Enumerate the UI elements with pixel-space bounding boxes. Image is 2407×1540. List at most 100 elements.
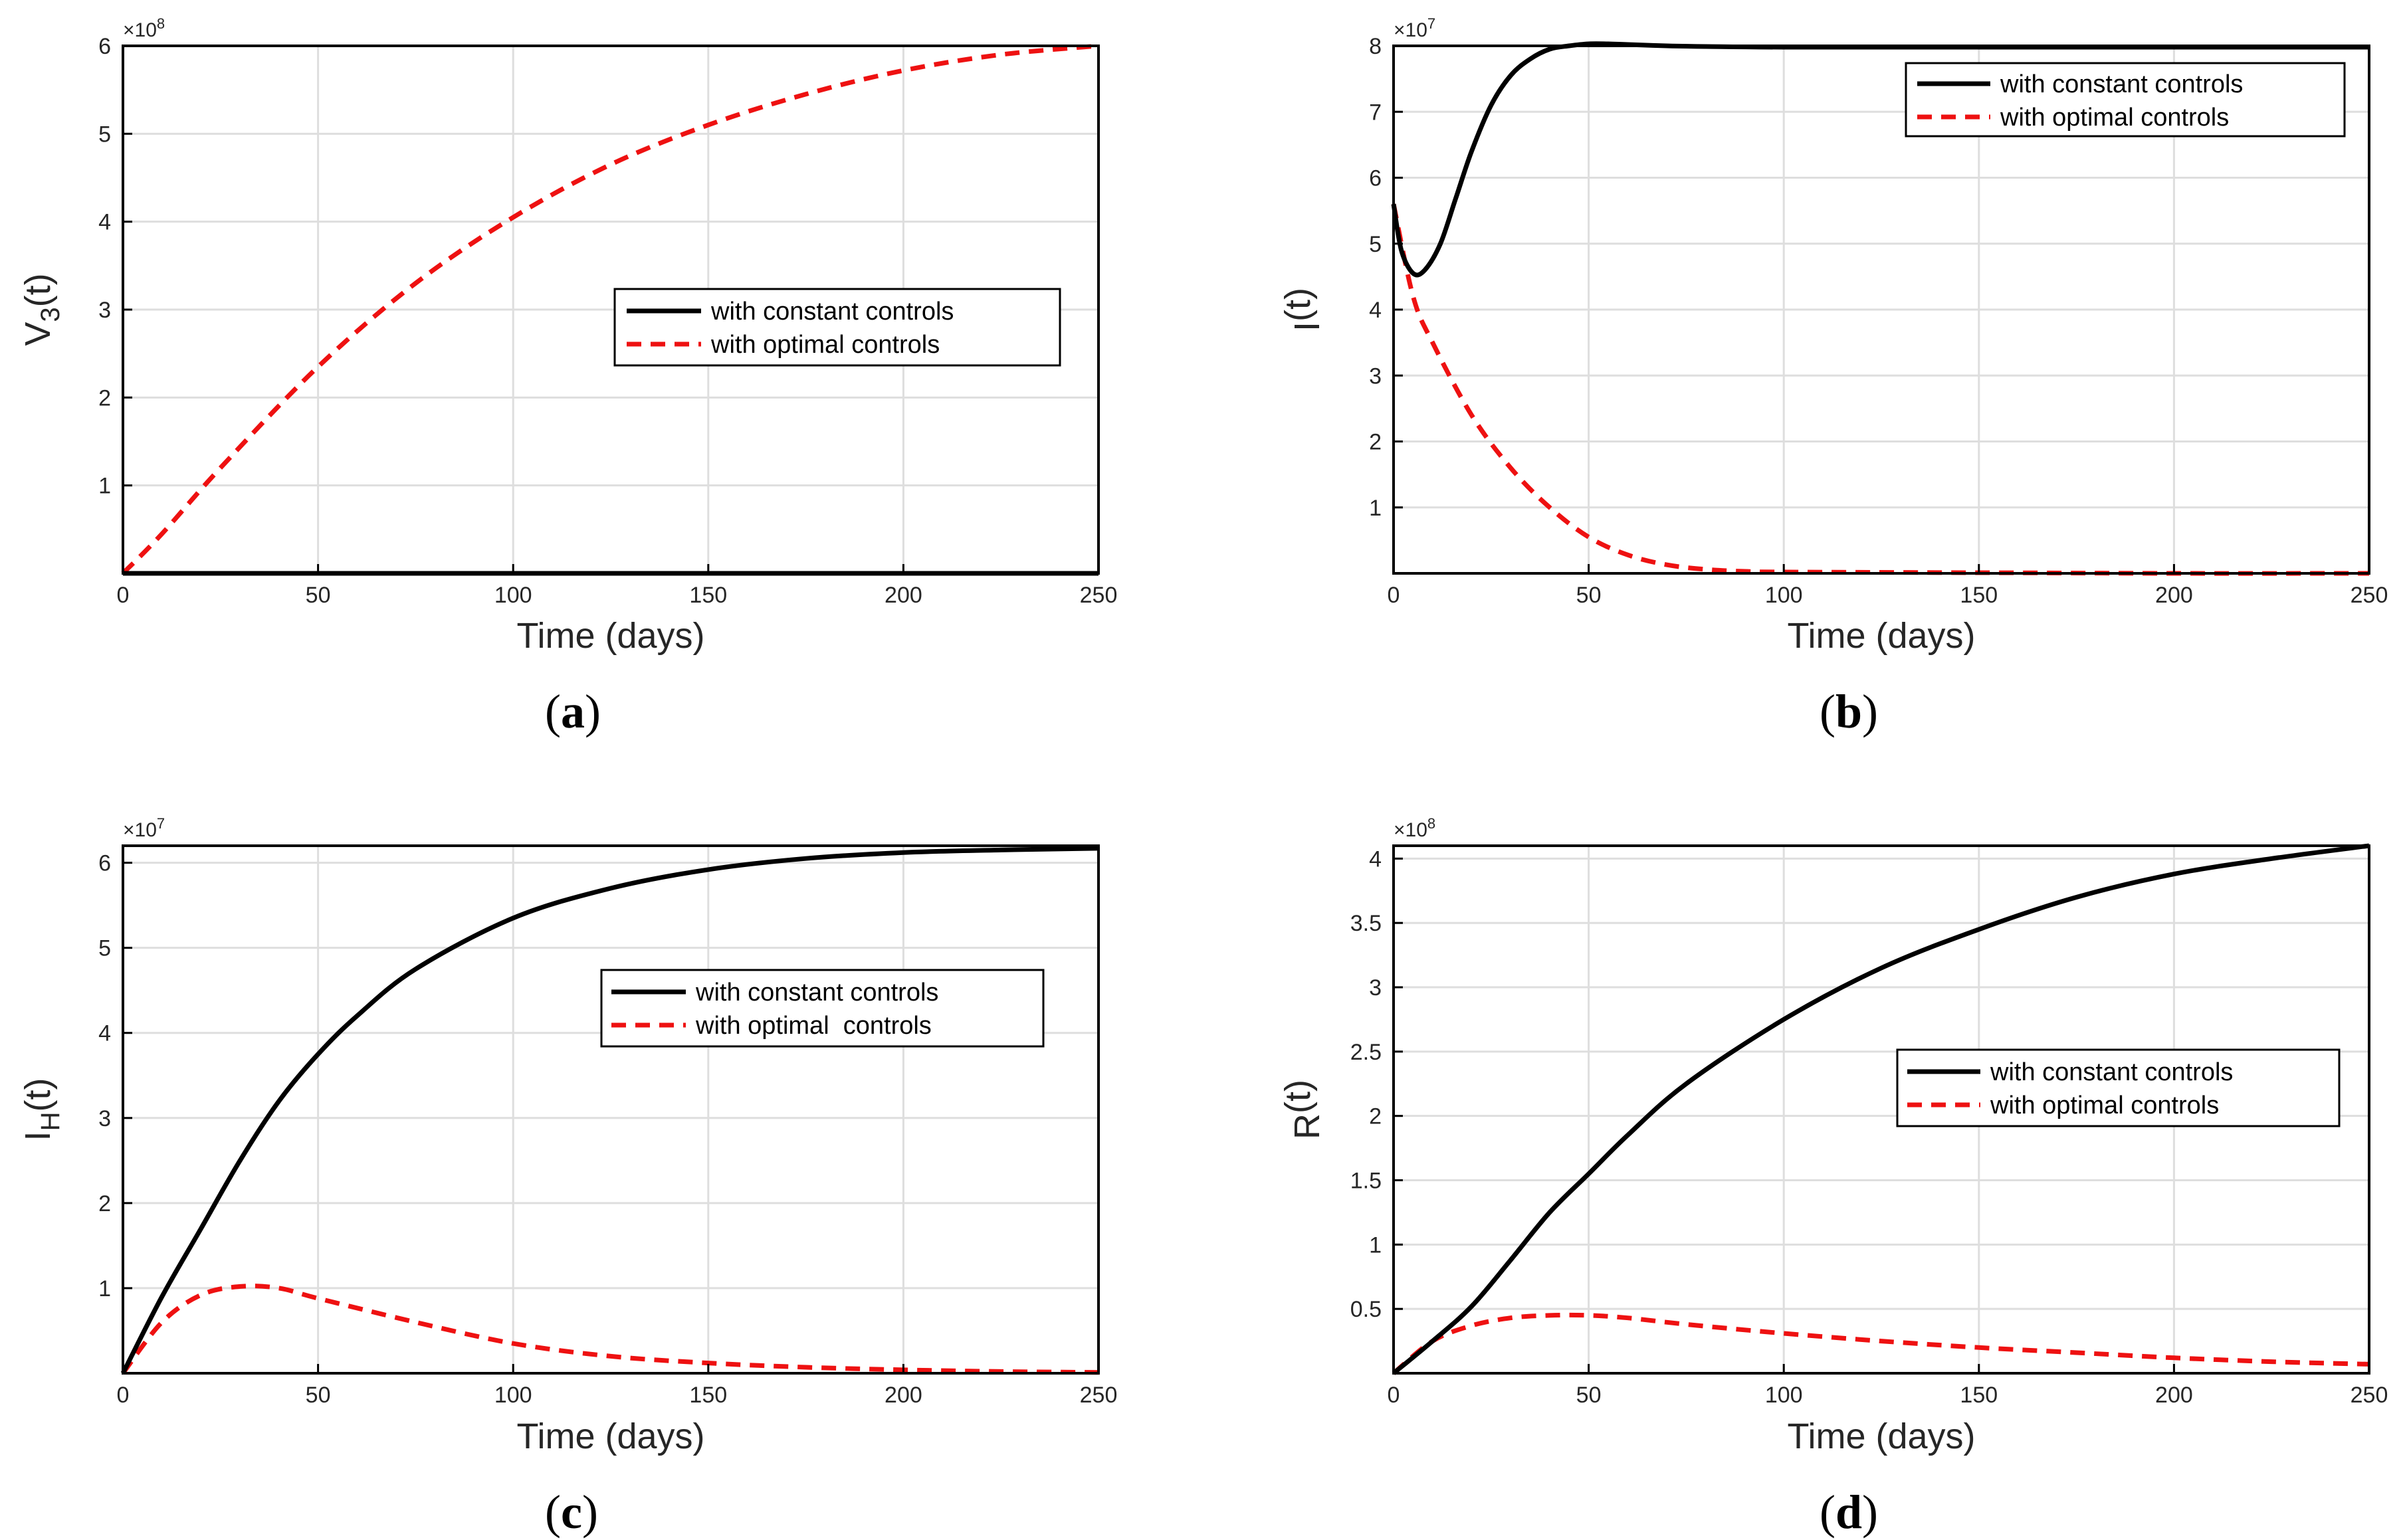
panel-b-legend: with constant controls with optimal cont… xyxy=(1905,62,2346,138)
panel-d-ylabel: R(t) xyxy=(1278,1080,1327,1139)
panel-d-grid xyxy=(1394,846,2369,1373)
panel-a-ylabel: V3(t) xyxy=(18,273,65,345)
panel-a-xtick-label: 150 xyxy=(689,583,727,608)
panel-c-caption: (c) xyxy=(545,1486,598,1539)
panel-c-ytick-label: 2 xyxy=(98,1191,111,1216)
panel-d-xtick-label: 50 xyxy=(1576,1383,1602,1408)
panel-d-xlabel: Time (days) xyxy=(1787,1416,1975,1456)
panel-a-xtick-label: 200 xyxy=(885,583,922,608)
panel-d-legend: with constant controls with optimal cont… xyxy=(1896,1048,2341,1127)
panel-c-ytick-label: 4 xyxy=(98,1021,111,1046)
panel-d-legend-optimal: with optimal controls xyxy=(1990,1092,2219,1119)
panel-a-legend: with constant controls with optimal cont… xyxy=(613,288,1061,367)
panel-c-axes-frame xyxy=(122,844,1100,1375)
panel-a-xtick-label: 0 xyxy=(117,583,130,608)
panel-c-ytick-label: 5 xyxy=(98,936,111,961)
panel-d: 0.5 1 1.5 2 2.5 3 3.5 4 0 50 100 150 200 250 ×108 Ti… xyxy=(1278,815,2388,1539)
panel-a-xtick-label: 100 xyxy=(494,583,532,608)
panel-b-ytick-label: 8 xyxy=(1369,34,1382,59)
panel-c-legend-constant: with constant controls xyxy=(695,979,938,1007)
panel-b-ytick-label: 5 xyxy=(1369,232,1382,257)
panel-d-xtick-label: 150 xyxy=(1960,1383,1998,1408)
panel-d-legend-constant: with constant controls xyxy=(1990,1058,2233,1086)
panel-b-xtick-label: 100 xyxy=(1765,583,1803,608)
panel-d-series xyxy=(1392,843,2370,1375)
panel-d-xtick-label: 250 xyxy=(2351,1383,2388,1408)
panel-b-xticks: 0 50 100 150 200 250 xyxy=(1388,564,2388,608)
panel-a-series-optimal xyxy=(121,43,1099,575)
panel-b-ytick-label: 7 xyxy=(1369,100,1382,125)
panel-d-legend-box xyxy=(1896,1048,2341,1127)
panel-c-xticks: 0 50 100 150 200 250 xyxy=(117,1364,1118,1408)
panel-d-axes-frame xyxy=(1392,844,2370,1375)
panel-c-legend-box xyxy=(600,969,1045,1048)
panel-d-ytick-label: 3.5 xyxy=(1350,911,1382,936)
panel-b-xtick-label: 250 xyxy=(2351,583,2388,608)
panel-c-xtick-label: 0 xyxy=(117,1383,130,1408)
panel-a-legend-constant: with constant controls xyxy=(710,298,954,326)
panel-d-series-optimal xyxy=(1392,1312,2370,1375)
panel-c-xlabel: Time (days) xyxy=(516,1416,704,1456)
panel-b-caption: (b) xyxy=(1820,685,1878,738)
panel-a-legend-box xyxy=(613,288,1061,367)
panel-a-ytick-label: 5 xyxy=(98,122,111,147)
panel-c-xtick-label: 250 xyxy=(1080,1383,1118,1408)
panel-a-xtick-label: 250 xyxy=(1080,583,1118,608)
panel-b-ylabel: I(t) xyxy=(1278,288,1327,332)
panel-c-series-constant xyxy=(120,846,1099,1375)
panel-b-series-optimal xyxy=(1391,203,2370,576)
panel-a-legend-optimal: with optimal controls xyxy=(710,331,940,359)
panel-d-ytick-label: 2 xyxy=(1369,1104,1382,1129)
panel-a-ytick-label: 6 xyxy=(98,34,111,59)
panel-b-legend-constant: with constant controls xyxy=(2000,70,2243,98)
panel-c-ylabel: IH(t) xyxy=(18,1078,65,1141)
panel-b-grid xyxy=(1394,46,2369,573)
panel-d-xticks: 0 50 100 150 200 250 xyxy=(1388,1364,2388,1408)
panel-c-ytick-label: 1 xyxy=(98,1276,111,1301)
panel-b: 1 2 3 4 5 6 7 8 0 50 100 150 200 250 ×107 Time (days… xyxy=(1278,15,2388,738)
panel-b-ytick-label: 4 xyxy=(1369,298,1382,323)
panel-b-xlabel: Time (days) xyxy=(1787,616,1975,656)
panel-a-ytick-label: 4 xyxy=(98,210,111,235)
panel-d-ytick-label: 4 xyxy=(1369,846,1382,872)
panel-c-xtick-label: 50 xyxy=(306,1383,331,1408)
panel-c-xtick-label: 100 xyxy=(494,1383,532,1408)
panel-b-xtick-label: 50 xyxy=(1576,583,1602,608)
panel-a-yticks: 1 2 3 4 5 6 xyxy=(98,34,132,499)
panel-d-xtick-label: 0 xyxy=(1388,1383,1400,1408)
panel-d-caption: (d) xyxy=(1820,1486,1878,1539)
panel-b-multiplier: ×107 xyxy=(1394,15,1435,41)
panel-a-ytick-label: 1 xyxy=(98,474,111,499)
panel-a-xticks: 0 50 100 150 200 250 xyxy=(117,564,1118,608)
panel-c-multiplier: ×107 xyxy=(123,815,165,841)
panel-c-xtick-label: 200 xyxy=(885,1383,922,1408)
panel-d-series-constant xyxy=(1392,843,2370,1375)
panel-d-xtick-label: 200 xyxy=(2155,1383,2193,1408)
panel-c-ytick-label: 3 xyxy=(98,1106,111,1131)
panel-d-multiplier: ×108 xyxy=(1394,815,1435,841)
panel-c-grid xyxy=(123,846,1099,1373)
panel-a-xtick-label: 50 xyxy=(306,583,331,608)
panel-b-xtick-label: 150 xyxy=(1960,583,1998,608)
panel-b-xtick-label: 200 xyxy=(2155,583,2193,608)
panel-c-legend-optimal: with optimal controls xyxy=(695,1012,932,1040)
panel-d-ytick-label: 1.5 xyxy=(1350,1169,1382,1194)
panel-b-ytick-label: 2 xyxy=(1369,430,1382,455)
panel-d-xtick-label: 100 xyxy=(1765,1383,1803,1408)
panel-d-ytick-label: 1 xyxy=(1369,1232,1382,1258)
panel-a-ytick-label: 2 xyxy=(98,385,111,411)
panel-c-legend: with constant controls with optimal cont… xyxy=(600,969,1045,1048)
panel-d-ytick-label: 2.5 xyxy=(1350,1040,1382,1065)
panel-b-ytick-label: 6 xyxy=(1369,166,1382,191)
panel-b-legend-optimal: with optimal controls xyxy=(2000,104,2229,132)
panel-c-ytick-label: 6 xyxy=(98,851,111,876)
panel-a-multiplier: ×108 xyxy=(123,15,165,41)
panel-c-series xyxy=(120,846,1099,1375)
panel-a-ytick-label: 3 xyxy=(98,298,111,323)
panel-b-ytick-label: 1 xyxy=(1369,496,1382,521)
panel-b-ytick-label: 3 xyxy=(1369,363,1382,389)
panel-c-xtick-label: 150 xyxy=(689,1383,727,1408)
